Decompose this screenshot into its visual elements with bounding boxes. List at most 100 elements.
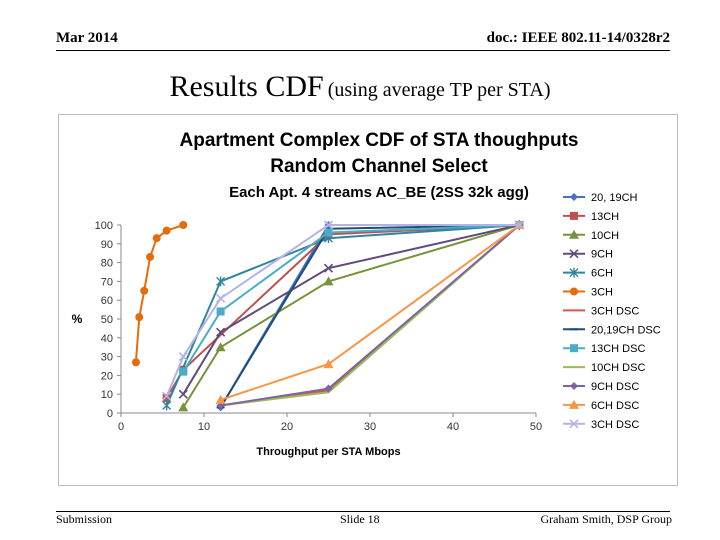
series-group xyxy=(215,220,525,404)
y-tick-label: 60 xyxy=(101,295,113,307)
x-tick-label: 40 xyxy=(447,421,459,433)
legend-marker xyxy=(569,419,579,429)
legend-marker xyxy=(569,229,579,239)
y-tick-label: 10 xyxy=(101,389,113,401)
footer-author: Graham Smith, DSP Group xyxy=(540,512,672,526)
chart-title-line-1: Apartment Complex CDF of STA thoughputs xyxy=(180,130,579,151)
data-point xyxy=(215,394,226,404)
y-tick-label: 70 xyxy=(101,276,113,288)
data-point xyxy=(216,276,226,287)
legend-entry: 6CH xyxy=(591,268,613,280)
y-tick-label: 100 xyxy=(95,220,113,232)
series-group xyxy=(216,224,524,409)
legend-entry: 3CH DSC xyxy=(591,305,639,317)
header-rule xyxy=(56,50,670,51)
legend-entry: 20, 19CH xyxy=(591,192,638,204)
y-tick-label: 40 xyxy=(101,333,113,345)
data-point xyxy=(162,226,171,235)
data-point xyxy=(323,276,334,286)
series-line xyxy=(220,224,521,407)
footer-submission: Submission xyxy=(56,512,113,526)
data-point xyxy=(178,402,189,412)
y-tick-label: 0 xyxy=(107,408,113,420)
x-tick-label: 0 xyxy=(118,421,124,433)
data-point xyxy=(514,220,524,230)
data-point xyxy=(216,327,226,337)
y-axis-label: % xyxy=(72,312,83,326)
y-tick-label: 80 xyxy=(101,258,113,270)
slide-title: Results CDF (using average TP per STA) xyxy=(0,70,720,104)
x-axis-label: Throughput per STA Mbops xyxy=(256,446,400,458)
footer-rule xyxy=(56,511,670,512)
x-tick-label: 50 xyxy=(530,421,542,433)
legend-marker xyxy=(569,249,579,259)
y-tick-label: 90 xyxy=(101,239,113,251)
data-point xyxy=(140,286,149,295)
series-group xyxy=(179,221,524,376)
legend-entry: 10CH DSC xyxy=(591,362,645,374)
data-point xyxy=(135,313,144,322)
legend-entry: 3CH DSC xyxy=(591,419,639,431)
data-point xyxy=(324,384,333,393)
footer-slide-number: Slide 18 xyxy=(340,512,380,526)
slide-title-main: Results CDF xyxy=(169,70,324,103)
data-point xyxy=(323,263,334,273)
series-line xyxy=(182,224,520,395)
series-line xyxy=(219,224,520,408)
legend-entry: 6CH DSC xyxy=(591,400,639,412)
data-point xyxy=(162,400,172,411)
data-point xyxy=(215,342,226,352)
data-point xyxy=(162,393,171,402)
data-point xyxy=(178,352,188,362)
data-point xyxy=(216,293,226,303)
series-line xyxy=(220,224,521,407)
legend-entry: 13CH DSC xyxy=(591,343,645,355)
data-point xyxy=(216,307,225,316)
series-group xyxy=(216,221,524,410)
legend-marker xyxy=(570,211,578,220)
x-tick-label: 10 xyxy=(198,421,210,433)
series-group xyxy=(216,221,524,412)
legend-marker xyxy=(570,344,578,353)
legend-marker xyxy=(570,382,578,390)
series-line xyxy=(219,224,520,408)
legend-entry: 13CH xyxy=(591,211,619,223)
chart-title-line-3: Each Apt. 4 streams AC_BE (2SS 32k agg) xyxy=(229,184,529,201)
data-point xyxy=(179,367,188,376)
series-line xyxy=(182,224,520,373)
legend-entry: 3CH xyxy=(591,287,613,299)
legend-marker xyxy=(569,267,579,278)
legend-marker xyxy=(569,399,579,409)
data-point xyxy=(323,220,334,230)
header-doc-number: doc.: IEEE 802.11-14/0328r2 xyxy=(486,30,670,46)
legend-entry: 9CH xyxy=(591,249,613,261)
header-date: Mar 2014 xyxy=(56,30,118,46)
legend: 20, 19CH 13CH 10CH 9CH 6CH 3CH 3CH DSC 20,19CH … xyxy=(563,192,661,431)
series-line xyxy=(220,224,521,407)
x-tick-label: 20 xyxy=(281,421,293,433)
chart-title-line-2: Random Channel Select xyxy=(270,156,488,177)
data-point xyxy=(324,228,333,237)
chart-frame: Apartment Complex CDF of STA thoughputs R… xyxy=(58,114,678,486)
y-tick-label: 20 xyxy=(101,370,113,382)
series-group xyxy=(162,220,524,401)
series-group xyxy=(220,224,521,407)
series-group xyxy=(131,221,188,367)
x-tick-label: 30 xyxy=(364,421,376,433)
series-group xyxy=(178,220,525,412)
legend-entry: 20,19CH DSC xyxy=(591,324,661,336)
series-line xyxy=(165,224,520,406)
legend-entry: 9CH DSC xyxy=(591,381,639,393)
data-point xyxy=(162,391,172,401)
series-group xyxy=(220,224,521,407)
data-point xyxy=(179,221,188,229)
data-point xyxy=(323,359,334,369)
series-line xyxy=(182,224,520,408)
data-point xyxy=(146,252,155,261)
legend-entry: 10CH xyxy=(591,230,619,242)
y-tick-label: 30 xyxy=(101,352,113,364)
y-tick-label: 50 xyxy=(101,314,113,326)
legend-marker xyxy=(570,193,578,201)
series-line xyxy=(220,224,520,401)
slide-title-sub: (using average TP per STA) xyxy=(327,79,551,101)
